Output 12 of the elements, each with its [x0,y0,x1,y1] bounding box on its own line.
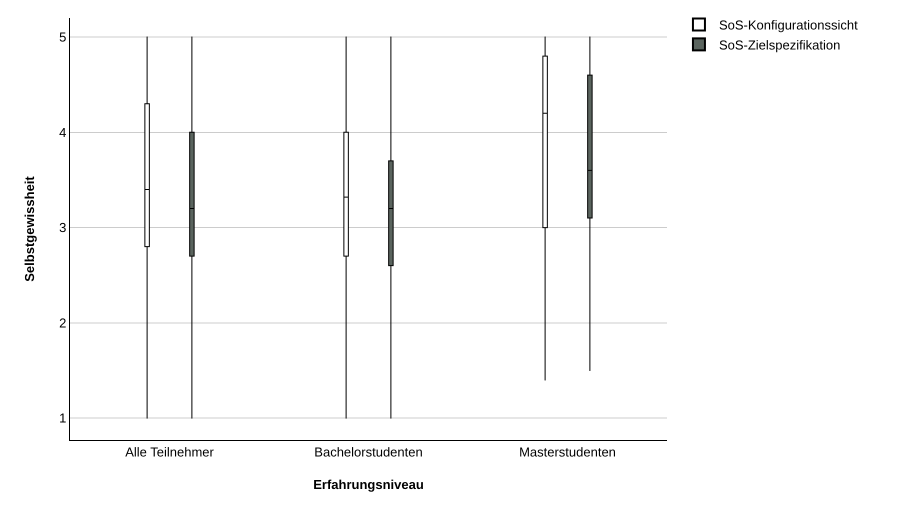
y-axis-title: Selbstgewissheit [22,176,37,282]
legend-label: SoS-Konfigurationssicht [718,18,858,33]
x-tick-label: Masterstudenten [519,444,616,460]
legend-label: SoS-Zielspezifikation [718,37,840,52]
x-axis-title: Erfahrungsniveau [313,477,424,492]
y-tick-label: 5 [59,30,66,45]
y-tick-label: 4 [59,124,66,140]
y-tick-label: 1 [59,410,66,426]
x-tick-label: Alle Teilnehmer [125,444,214,460]
y-tick-label: 3 [59,220,66,236]
y-tick-label: 2 [59,315,66,330]
x-tick-label: Bachelorstudenten [314,444,423,460]
